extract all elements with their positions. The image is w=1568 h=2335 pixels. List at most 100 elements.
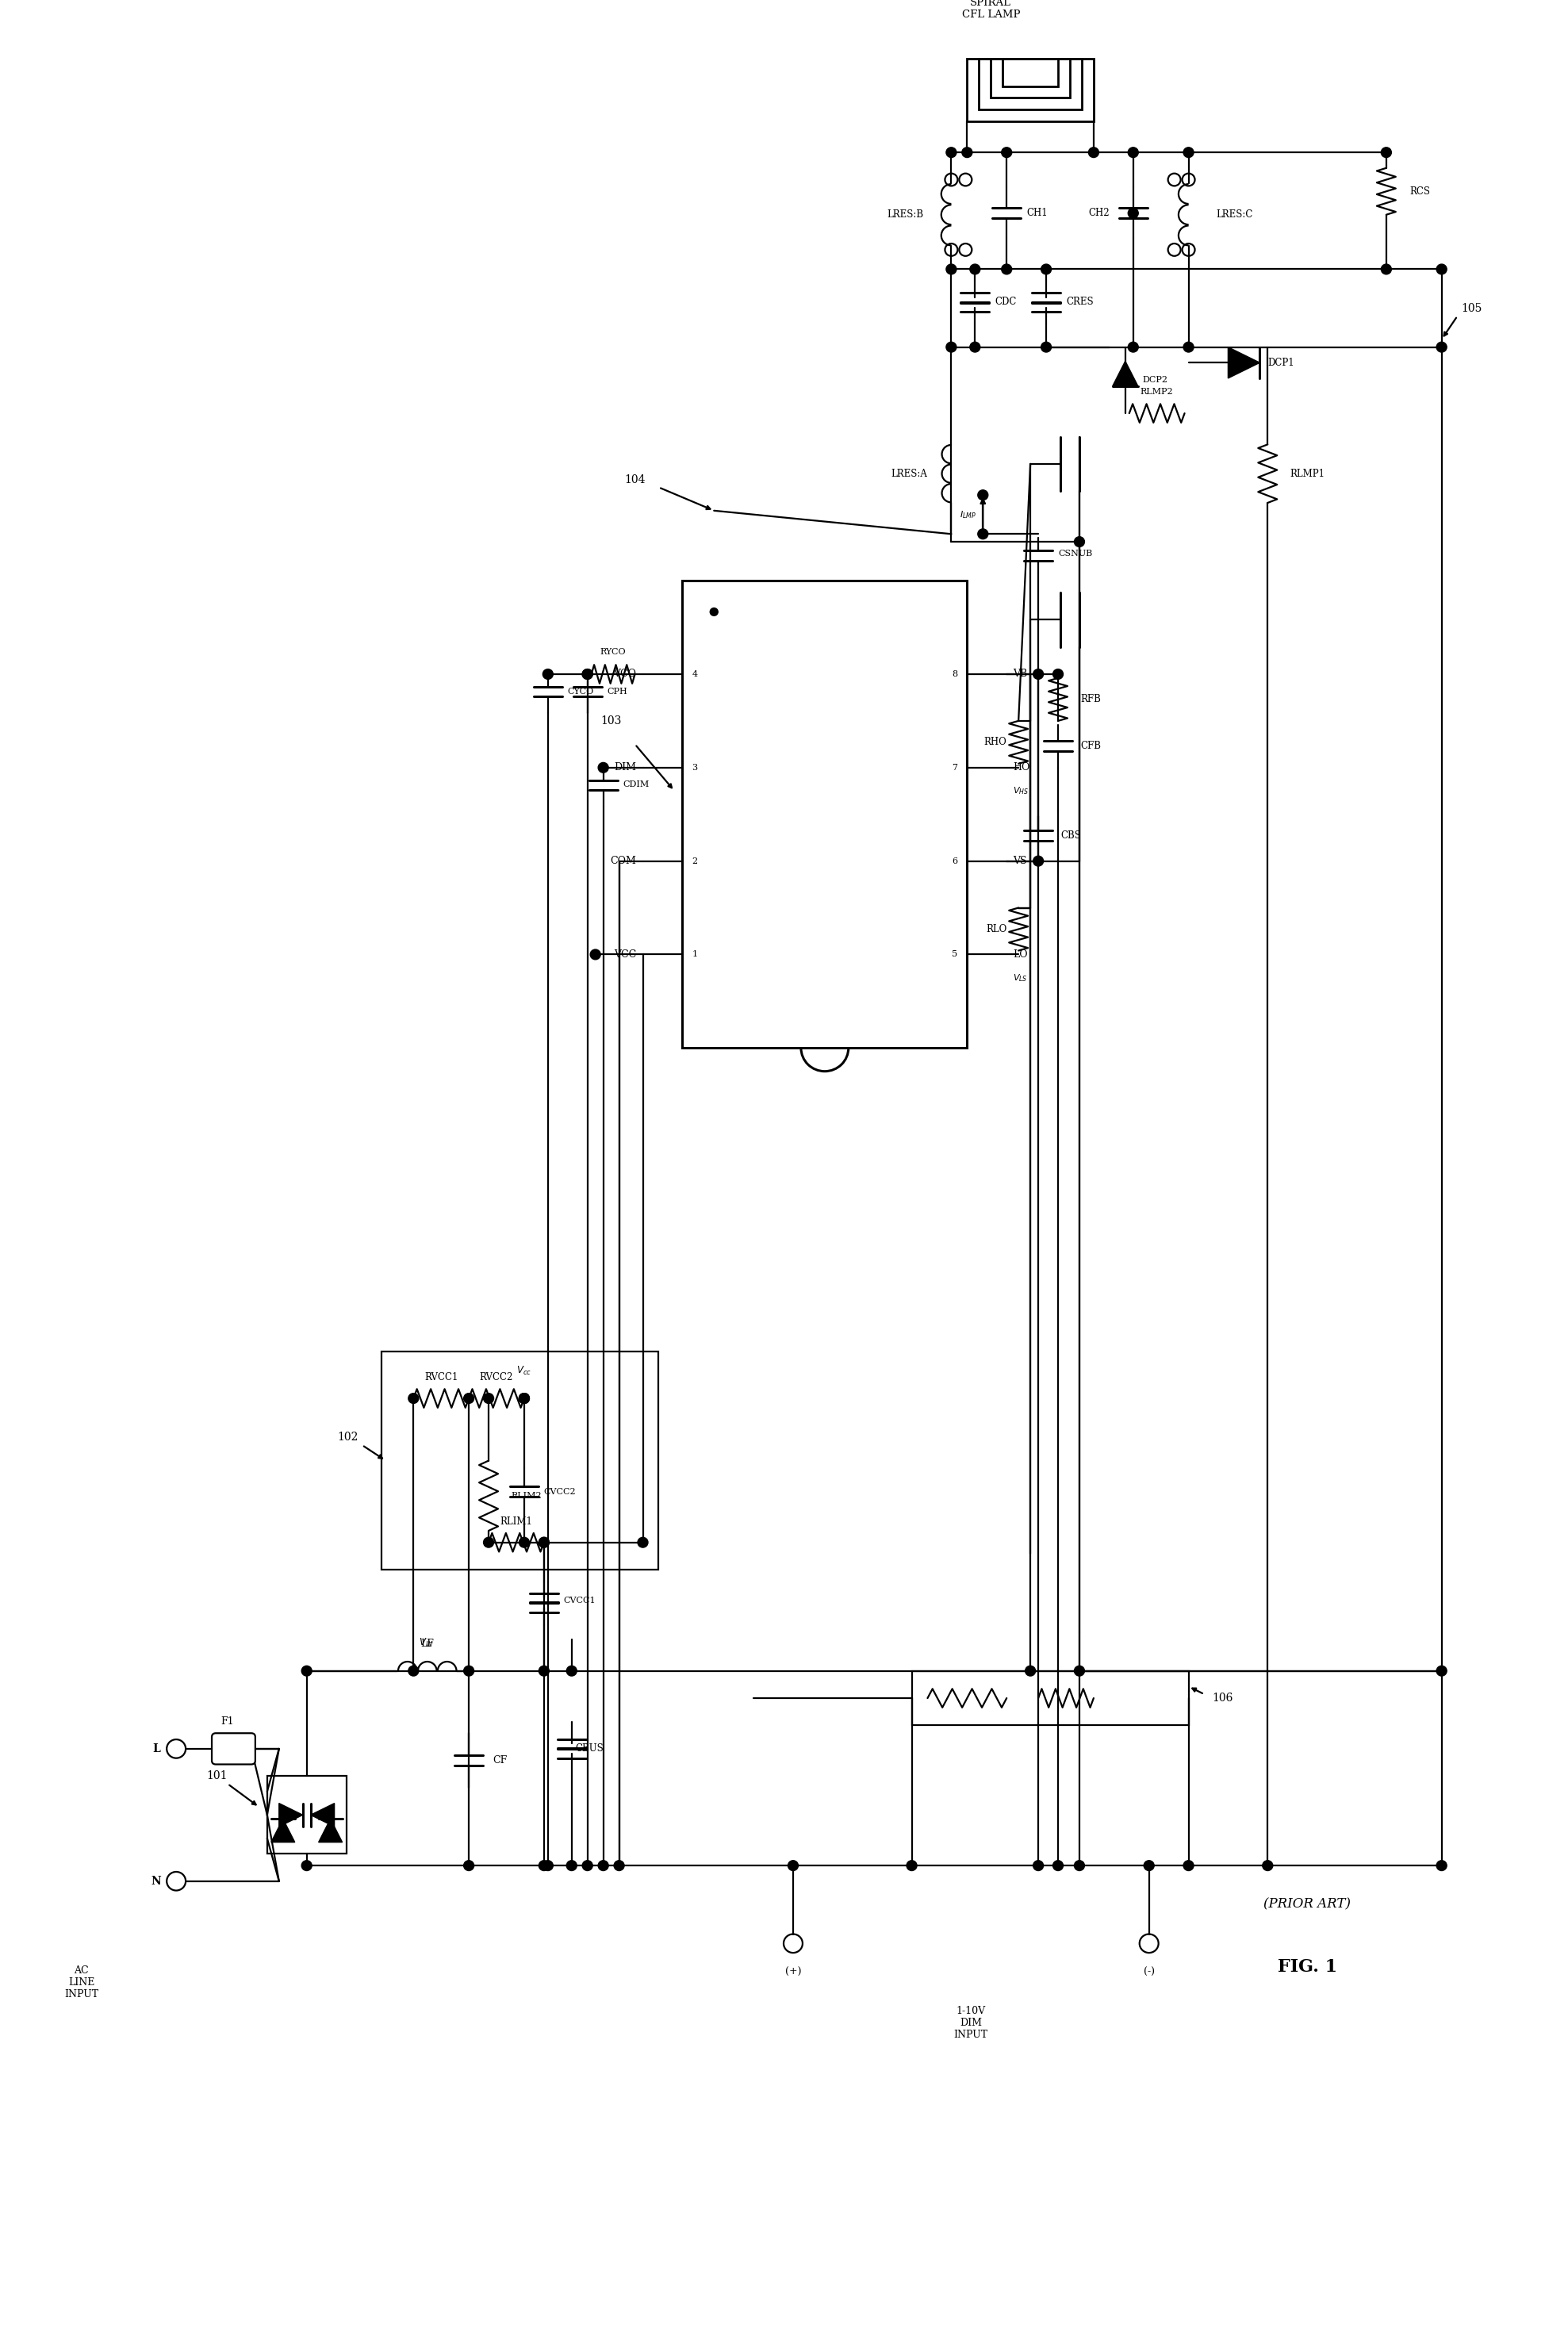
Circle shape xyxy=(1262,1861,1273,1870)
FancyArrowPatch shape xyxy=(229,1786,256,1805)
Bar xyxy=(991,58,1069,98)
Text: COM: COM xyxy=(610,857,637,866)
Circle shape xyxy=(539,1665,549,1677)
Circle shape xyxy=(519,1536,530,1548)
Polygon shape xyxy=(1228,348,1259,378)
Circle shape xyxy=(519,1394,530,1403)
Text: 2: 2 xyxy=(691,857,698,864)
Text: 3: 3 xyxy=(691,764,698,771)
Bar xyxy=(978,58,1082,110)
Circle shape xyxy=(1033,670,1043,679)
Circle shape xyxy=(638,1536,648,1548)
Circle shape xyxy=(946,264,956,273)
Text: HO: HO xyxy=(1013,764,1030,773)
Text: 8: 8 xyxy=(952,670,958,677)
Text: $V_{IN}$: $V_{IN}$ xyxy=(419,1637,433,1649)
Text: RCS: RCS xyxy=(1410,187,1430,196)
Circle shape xyxy=(1074,1665,1085,1677)
Circle shape xyxy=(971,341,980,353)
FancyArrowPatch shape xyxy=(1444,318,1457,336)
Text: CF: CF xyxy=(492,1756,506,1765)
Circle shape xyxy=(1127,147,1138,156)
Text: 5: 5 xyxy=(952,950,958,957)
Bar xyxy=(967,58,1093,121)
Text: CVCC1: CVCC1 xyxy=(564,1597,596,1604)
Circle shape xyxy=(1436,341,1447,353)
Text: VB: VB xyxy=(1013,670,1027,679)
Circle shape xyxy=(1127,341,1138,353)
Circle shape xyxy=(1184,147,1193,156)
Text: LO: LO xyxy=(1013,950,1027,960)
Text: LRES:B: LRES:B xyxy=(887,210,924,219)
Circle shape xyxy=(710,607,718,616)
Text: CDIM: CDIM xyxy=(622,780,649,789)
Circle shape xyxy=(906,1861,917,1870)
FancyArrowPatch shape xyxy=(660,488,710,509)
Text: RHO: RHO xyxy=(983,738,1007,747)
Circle shape xyxy=(1052,670,1063,679)
Circle shape xyxy=(1002,147,1011,156)
Text: LRES:C: LRES:C xyxy=(1217,210,1253,219)
Text: CH2: CH2 xyxy=(1088,208,1110,217)
Text: RLIM1: RLIM1 xyxy=(500,1515,533,1527)
Text: CH1: CH1 xyxy=(1027,208,1047,217)
Circle shape xyxy=(1002,264,1011,273)
Text: 104: 104 xyxy=(624,474,646,486)
Text: SPIRAL
CFL LAMP: SPIRAL CFL LAMP xyxy=(961,0,1019,21)
Bar xyxy=(911,1672,1189,1726)
Circle shape xyxy=(1033,857,1043,866)
Circle shape xyxy=(1436,1665,1447,1677)
Circle shape xyxy=(1041,264,1051,273)
Text: LRES:A: LRES:A xyxy=(891,469,928,479)
Text: CPH: CPH xyxy=(607,686,627,696)
Circle shape xyxy=(1041,341,1051,353)
Circle shape xyxy=(483,1536,494,1548)
Text: LF: LF xyxy=(420,1639,434,1649)
Text: CVCC2: CVCC2 xyxy=(544,1487,575,1497)
FancyArrowPatch shape xyxy=(364,1445,383,1459)
Polygon shape xyxy=(271,1819,295,1842)
Text: RLMP1: RLMP1 xyxy=(1290,469,1325,479)
Text: (+): (+) xyxy=(786,1966,801,1978)
Circle shape xyxy=(543,670,554,679)
Text: L: L xyxy=(152,1744,160,1754)
Text: 1: 1 xyxy=(691,950,698,957)
Circle shape xyxy=(566,1861,577,1870)
Text: RYCO: RYCO xyxy=(601,649,626,656)
Text: 4: 4 xyxy=(691,670,698,677)
Circle shape xyxy=(408,1665,419,1677)
Circle shape xyxy=(615,1861,624,1870)
Bar xyxy=(682,581,967,1048)
Text: 7: 7 xyxy=(952,764,958,771)
Circle shape xyxy=(978,530,988,539)
Circle shape xyxy=(539,1536,549,1548)
Text: VS: VS xyxy=(1013,857,1027,866)
Text: 106: 106 xyxy=(1212,1693,1232,1705)
Text: 102: 102 xyxy=(337,1431,358,1443)
Text: CBS: CBS xyxy=(1060,831,1080,841)
Polygon shape xyxy=(310,1803,334,1826)
FancyBboxPatch shape xyxy=(212,1733,256,1765)
Text: CYCO: CYCO xyxy=(568,686,594,696)
Circle shape xyxy=(1436,264,1447,273)
Circle shape xyxy=(597,1861,608,1870)
Text: RLIM2: RLIM2 xyxy=(511,1492,541,1499)
Circle shape xyxy=(301,1665,312,1677)
Circle shape xyxy=(597,764,608,773)
Bar xyxy=(1002,58,1058,86)
Text: VCC: VCC xyxy=(615,950,637,960)
Circle shape xyxy=(543,1861,554,1870)
Circle shape xyxy=(464,1665,474,1677)
Text: CDC: CDC xyxy=(994,297,1016,308)
Circle shape xyxy=(1074,1861,1085,1870)
Text: F1: F1 xyxy=(221,1716,234,1728)
Polygon shape xyxy=(279,1803,303,1826)
Circle shape xyxy=(789,1861,798,1870)
Circle shape xyxy=(519,1394,530,1403)
Polygon shape xyxy=(1113,362,1138,385)
Circle shape xyxy=(1033,1861,1043,1870)
Circle shape xyxy=(590,950,601,960)
Circle shape xyxy=(408,1394,419,1403)
Text: 101: 101 xyxy=(207,1770,227,1782)
Circle shape xyxy=(301,1861,312,1870)
